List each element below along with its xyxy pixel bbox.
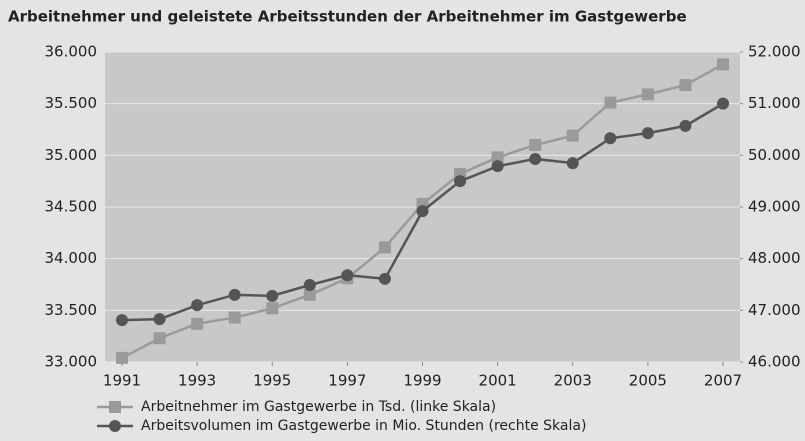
x-tick-label: 2003: [554, 372, 592, 390]
x-tick-label: 1997: [328, 372, 366, 390]
x-tick-label: 2001: [479, 372, 517, 390]
point: [717, 97, 729, 110]
point: [717, 58, 729, 71]
point: [266, 302, 279, 315]
point: [303, 279, 316, 292]
point: [153, 313, 166, 326]
point: [641, 127, 654, 140]
legend-label: Arbeitnehmer im Gastgewerbe in Tsd. (lin…: [141, 399, 496, 415]
y2-tick-label: 51.000: [748, 94, 801, 112]
point: [116, 314, 128, 327]
y-tick-label: 36.000: [45, 43, 98, 61]
point: [116, 351, 128, 364]
y2-tick-label: 50.000: [748, 146, 801, 164]
x-tick-label: 1995: [253, 372, 291, 390]
point: [604, 132, 617, 145]
legend-marker: [109, 401, 121, 413]
point: [491, 160, 504, 173]
point: [416, 205, 429, 218]
y2-tick-label: 52.000: [748, 43, 801, 61]
point: [303, 288, 316, 301]
point: [266, 289, 279, 302]
point: [454, 175, 467, 188]
point: [191, 299, 204, 312]
point: [641, 88, 654, 101]
x-tick-label: 2005: [629, 372, 667, 390]
point: [529, 152, 542, 165]
y2-tick-label: 47.000: [748, 301, 801, 319]
y2-tick-label: 48.000: [748, 249, 801, 267]
point: [228, 311, 241, 324]
y-tick-label: 33.500: [45, 301, 98, 319]
y-tick-label: 35.000: [45, 146, 98, 164]
x-tick-label: 1993: [178, 372, 216, 390]
point: [566, 157, 579, 170]
point: [378, 241, 391, 254]
point: [378, 272, 391, 285]
point: [153, 332, 166, 345]
y-tick-label: 33.000: [45, 353, 98, 371]
point: [679, 79, 692, 92]
legend-label: Arbeitsvolumen im Gastgewerbe in Mio. St…: [141, 418, 586, 434]
y-tick-label: 34.500: [45, 198, 98, 216]
x-tick-label: 2007: [704, 372, 742, 390]
point: [604, 96, 617, 109]
y2-tick-label: 49.000: [748, 198, 801, 216]
point: [341, 269, 354, 282]
point: [566, 129, 579, 142]
chart-title: Arbeitnehmer und geleistete Arbeitsstund…: [8, 8, 687, 26]
y-tick-label: 34.000: [45, 249, 98, 267]
point: [228, 288, 241, 301]
x-tick-label: 1999: [403, 372, 441, 390]
x-tick-label: 1991: [103, 372, 141, 390]
point: [679, 119, 692, 132]
point: [491, 151, 504, 164]
y-tick-label: 35.500: [45, 94, 98, 112]
point: [529, 139, 542, 151]
y2-tick-label: 46.000: [748, 353, 801, 371]
legend-marker: [109, 420, 121, 432]
point: [191, 317, 204, 330]
